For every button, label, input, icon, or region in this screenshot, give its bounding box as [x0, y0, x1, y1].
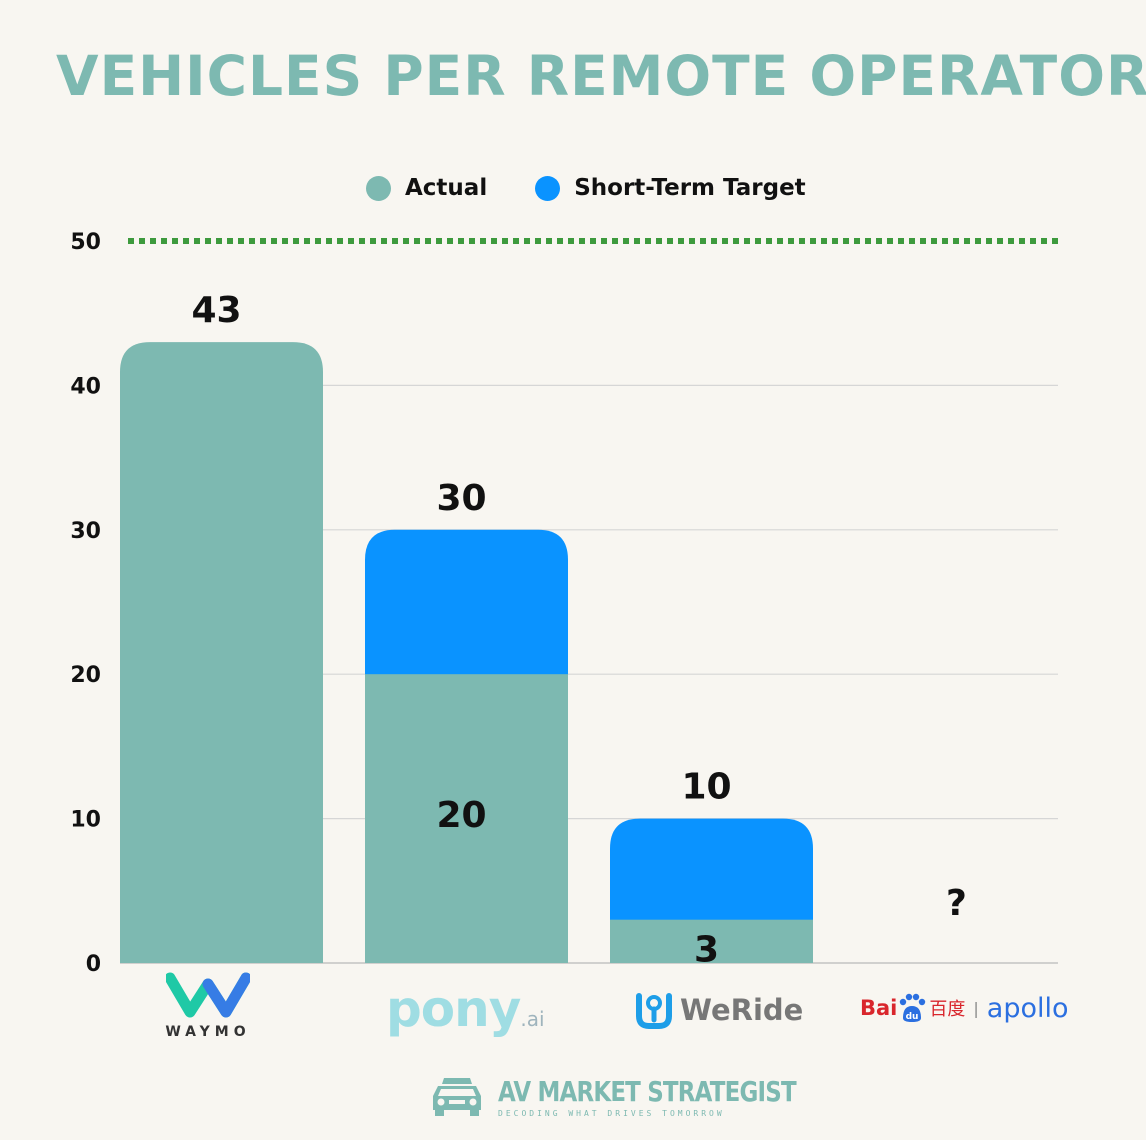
- pony-suffix: .ai: [520, 1007, 545, 1031]
- baidu-apollo-logo: Bai du 百度 | apollo: [860, 992, 1069, 1024]
- waymo-wordmark: WAYMO: [165, 1024, 251, 1040]
- footer-brand: AV MARKET STRATEGIST DECODING WHAT DRIVE…: [430, 1074, 861, 1118]
- y-tick-label-10: 10: [70, 808, 101, 833]
- weride-wordmark: WeRide: [680, 993, 804, 1027]
- footer-brand-name: AV MARKET STRATEGIST: [498, 1074, 797, 1108]
- weride-icon: [636, 993, 672, 1029]
- baidu-du-text: du: [906, 1012, 919, 1022]
- waymo-logo: WAYMO: [160, 972, 256, 1040]
- legend-swatch-actual: [366, 175, 391, 201]
- y-tick-label-40: 40: [70, 374, 101, 399]
- legend-item-actual: Actual: [366, 175, 487, 201]
- waymo-w-icon: [164, 972, 252, 1018]
- baidu-wordmark: Bai: [860, 996, 898, 1020]
- data-label-top-waymo: 43: [191, 290, 241, 331]
- data-label-top-pony-ai: 30: [436, 478, 486, 519]
- bar-actual-weride: [610, 919, 813, 963]
- baidu-chinese-wordmark: 百度: [929, 999, 966, 1020]
- weride-logo: WeRide: [634, 990, 803, 1030]
- legend-swatch-target: [535, 175, 561, 201]
- baidu-paw-icon: du: [900, 993, 926, 1022]
- legend-item-target: Short-Term Target: [535, 175, 806, 201]
- data-label-top-baidu-apollo: ?: [946, 883, 967, 924]
- chart-legend: Actual Short-Term Target: [366, 175, 854, 201]
- legend-label-actual: Actual: [405, 175, 488, 201]
- y-tick-label-50: 50: [70, 230, 101, 255]
- y-tick-label-20: 20: [70, 663, 101, 688]
- legend-label-target: Short-Term Target: [574, 175, 806, 201]
- chart-title: VEHICLES PER REMOTE OPERATOR: [56, 44, 1146, 108]
- pony-ai-logo: pony.ai: [386, 980, 545, 1038]
- bar-actual-pony-ai: [365, 674, 568, 963]
- data-label-actual-pony-ai: 20: [436, 795, 486, 836]
- bar-actual-waymo: [120, 342, 323, 964]
- pony-wordmark: pony: [386, 980, 521, 1038]
- car-icon: [433, 1078, 481, 1116]
- y-tick-label-30: 30: [70, 519, 101, 544]
- logo-separator: |: [973, 998, 979, 1018]
- y-tick-label-0: 0: [86, 952, 101, 977]
- data-label-actual-weride: 3: [694, 929, 719, 970]
- footer-tagline: DECODING WHAT DRIVES TOMORROW: [498, 1108, 725, 1118]
- data-label-top-weride: 10: [681, 767, 731, 808]
- apollo-wordmark: apollo: [986, 992, 1069, 1024]
